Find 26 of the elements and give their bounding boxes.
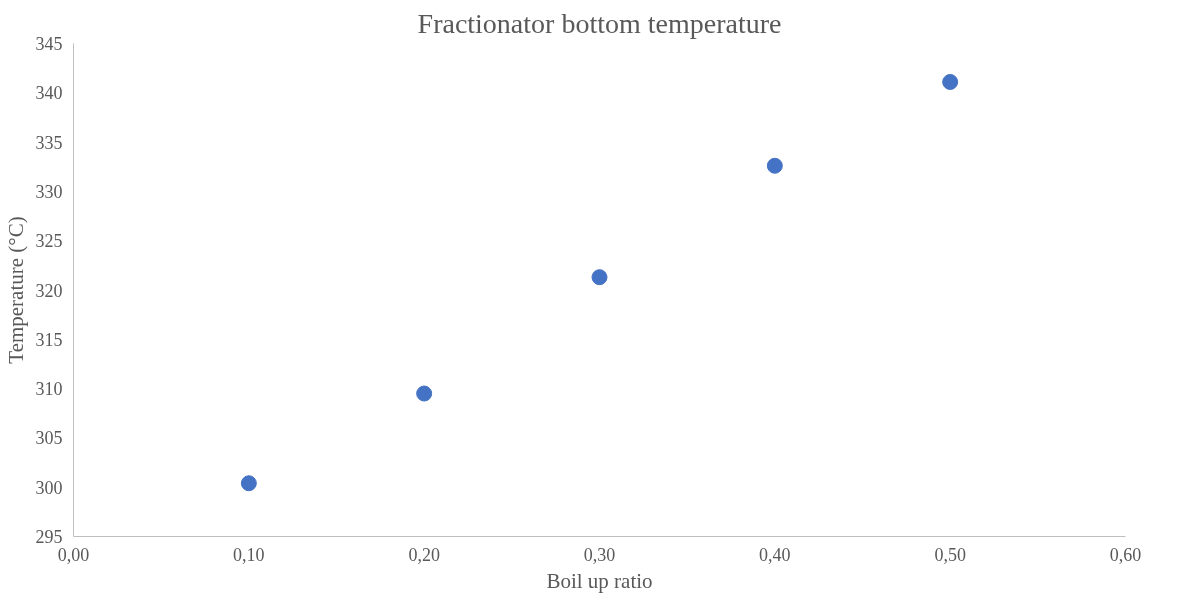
point xyxy=(416,385,433,402)
y-tick-label: 300 xyxy=(35,477,63,498)
point xyxy=(942,73,959,90)
y-tick-label: 335 xyxy=(35,132,63,153)
chart-title: Fractionator bottom temperature xyxy=(417,7,782,39)
x-tick-label: 0,20 xyxy=(408,544,440,565)
x-tick-label: 0,60 xyxy=(1109,544,1142,565)
x-tick-label: 0,00 xyxy=(57,544,90,565)
point xyxy=(591,269,608,286)
y-tick-label: 340 xyxy=(35,83,63,104)
x-axis-title: Boil up ratio xyxy=(546,568,653,593)
x-tick-label: 0,30 xyxy=(583,544,616,565)
y-axis-title: Temperature (°C) xyxy=(3,216,28,364)
x-tick-label: 0,50 xyxy=(934,544,966,565)
y-tick-label: 320 xyxy=(35,280,63,301)
y-tick-label: 330 xyxy=(35,181,63,202)
y-tick-label: 315 xyxy=(35,329,63,350)
y-tick-label: 310 xyxy=(35,379,63,400)
point xyxy=(240,475,257,492)
y-tick-label: 295 xyxy=(35,527,63,547)
y-tick-label: 325 xyxy=(35,231,63,252)
x-tick-label: 0,40 xyxy=(759,544,791,565)
x-tick-label: 0,10 xyxy=(233,544,265,565)
point xyxy=(766,157,783,174)
y-tick-label: 345 xyxy=(35,34,63,54)
y-tick-label: 305 xyxy=(35,428,63,449)
